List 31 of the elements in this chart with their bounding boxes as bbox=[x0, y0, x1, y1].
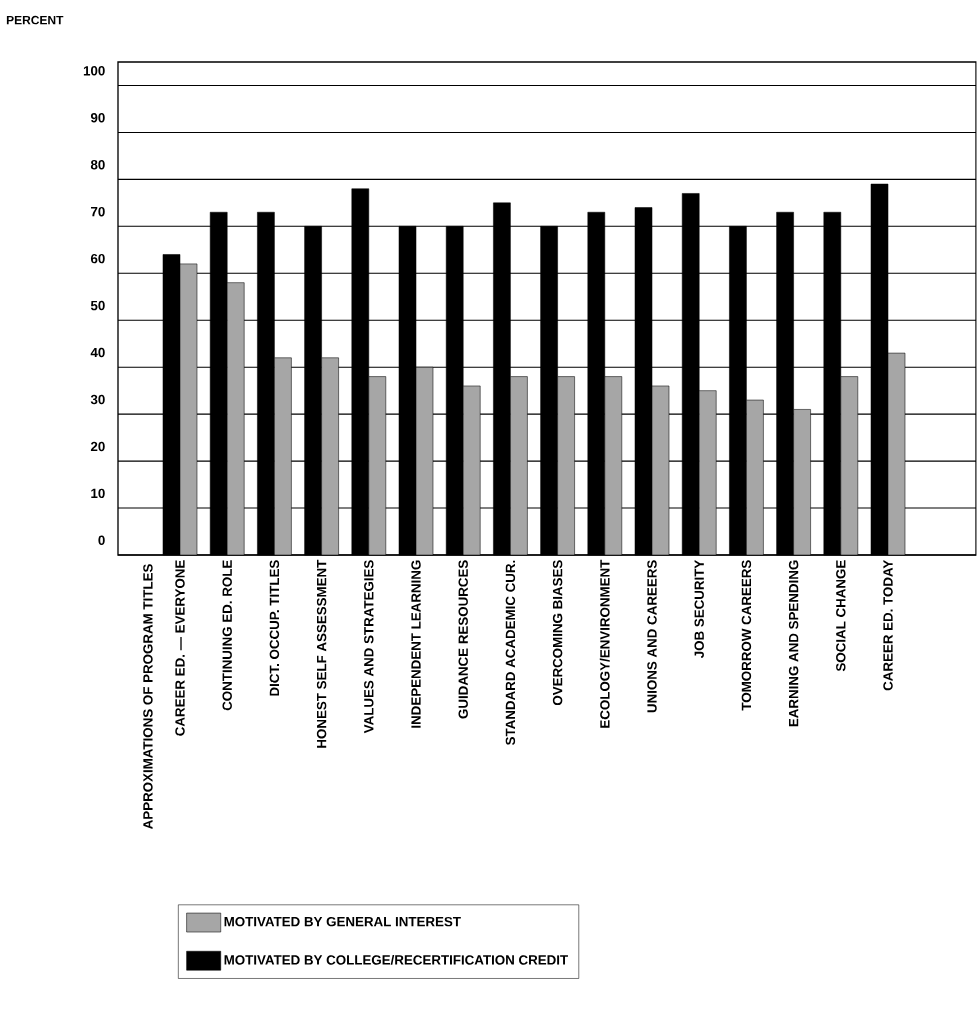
x-tick-label: UNIONS AND CAREERS bbox=[647, 560, 657, 713]
x-tick-label: CAREER ED. TODAY bbox=[883, 559, 893, 691]
legend-label: MOTIVATED BY COLLEGE/RECERTIFICATION CREDIT bbox=[224, 954, 569, 965]
y-tick-label: 10 bbox=[91, 488, 105, 499]
x-tick-label: GUIDANCE RESOURCES bbox=[458, 560, 469, 719]
y-tick-label: 20 bbox=[91, 441, 105, 452]
x-tick-label: CONTINUING ED. ROLE bbox=[222, 560, 233, 711]
y-tick-label: 90 bbox=[91, 113, 105, 123]
x-tick-label: CAREER ED. — EVERYONE bbox=[175, 560, 185, 736]
y-tick-label: 0 bbox=[98, 535, 105, 546]
y-tick-label: 70 bbox=[91, 206, 105, 217]
y-tick-label: 30 bbox=[90, 394, 105, 405]
x-tick-label: JOB SECURITY bbox=[694, 559, 705, 659]
x-tick-label: DICT. OCCUP. TITLES bbox=[269, 560, 280, 696]
y-tick-label: 50 bbox=[91, 300, 105, 311]
x-tick-label: OVERCOMING BIASES bbox=[553, 560, 563, 706]
y-tick-label: 80 bbox=[91, 159, 105, 170]
legend-label: MOTIVATED BY GENERAL INTEREST bbox=[224, 916, 461, 927]
y-tick-label: 40 bbox=[90, 347, 105, 358]
x-tick-label: HONEST SELF ASSESSMENT bbox=[317, 559, 327, 748]
x-tick-label: VALUES AND STRATEGIES bbox=[364, 560, 374, 734]
x-tick-label: INDEPENDENT LEARNING bbox=[411, 560, 421, 728]
y-tick-label: 100 bbox=[84, 66, 105, 76]
y-tick-label: 60 bbox=[91, 253, 105, 264]
y-axis-title: PERCENT bbox=[7, 15, 64, 25]
text: APPROXIMATIONS OF PROGRAM TITLES bbox=[143, 564, 153, 829]
x-tick-label: ECOLOGY/ENVIRONMENT bbox=[600, 559, 610, 728]
x-tick-label: EARNING AND SPENDING bbox=[789, 560, 799, 727]
x-tick-label: SOCIAL CHANGE bbox=[836, 560, 846, 672]
x-tick-label: STANDARD ACADEMIC CUR. bbox=[505, 560, 516, 746]
x-tick-label: TOMORROW CAREERS bbox=[741, 560, 752, 711]
